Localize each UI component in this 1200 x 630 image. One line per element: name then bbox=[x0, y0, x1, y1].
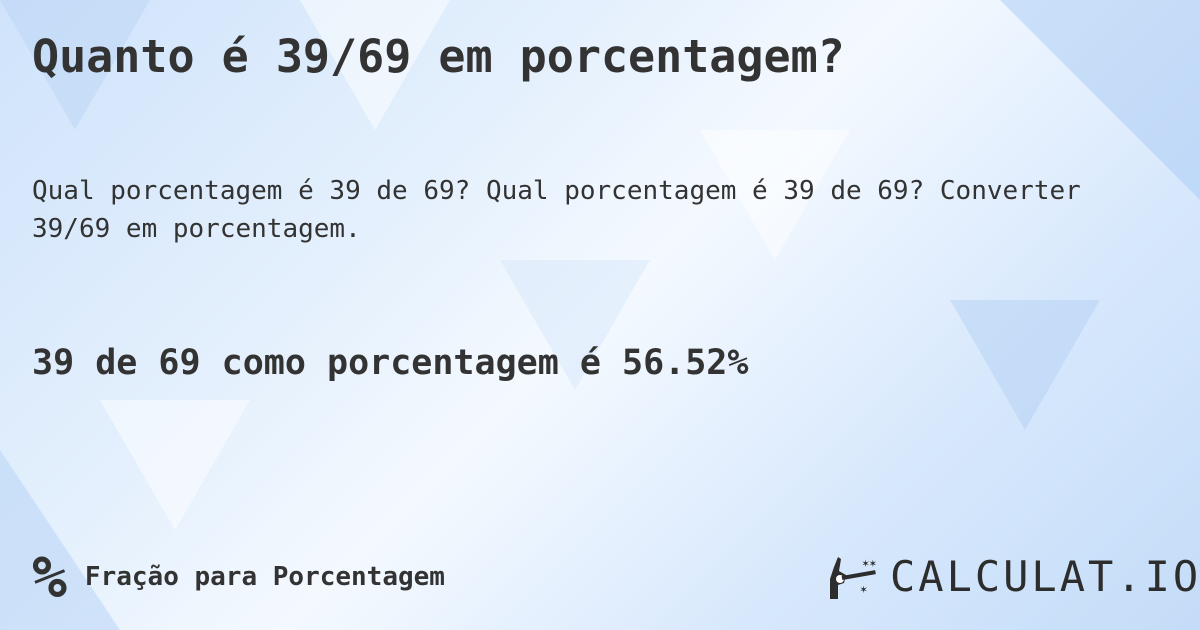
category-label: Fração para Porcentagem bbox=[84, 562, 445, 592]
page-title: Quanto é 39/69 em porcentagem? bbox=[32, 30, 845, 83]
percent-icon: % bbox=[32, 543, 67, 611]
svg-text:✶: ✶ bbox=[860, 582, 867, 596]
category-link[interactable]: % Fração para Porcentagem bbox=[32, 548, 445, 606]
description: Qual porcentagem é 39 de 69? Qual porcen… bbox=[32, 176, 1081, 244]
logo[interactable]: ✶✶ ✶ CALCULAT.IO bbox=[826, 552, 1200, 601]
answer: 39 de 69 como porcentagem é 56.52% bbox=[32, 343, 749, 383]
magic-hand-icon: ✶✶ ✶ bbox=[830, 556, 876, 599]
svg-text:✶✶: ✶✶ bbox=[862, 556, 876, 570]
logo-text: CALCULAT.IO bbox=[890, 552, 1200, 601]
